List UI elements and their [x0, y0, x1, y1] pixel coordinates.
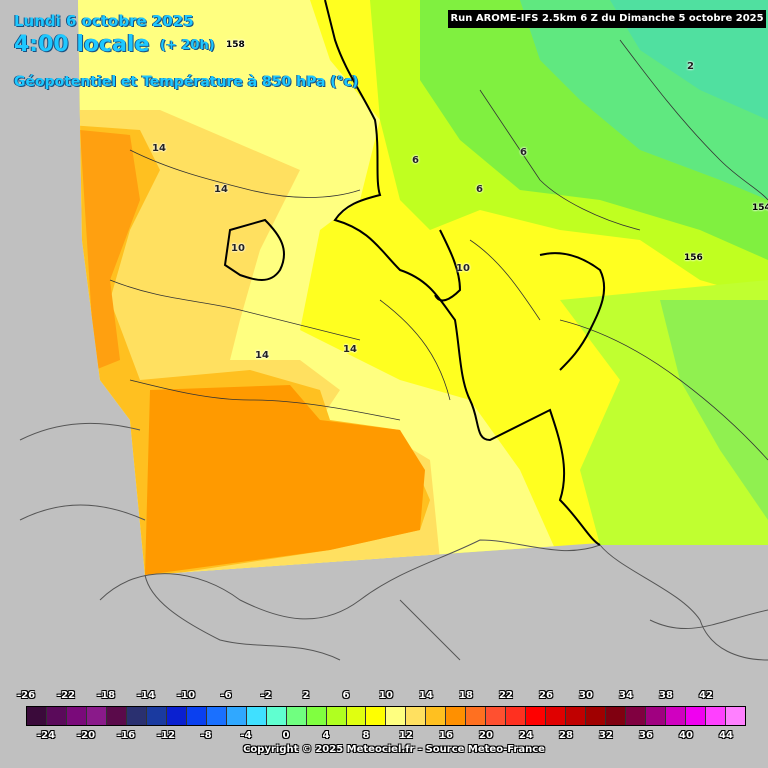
- temp-contour-label: 6: [476, 184, 483, 195]
- geopotential-contour-label: 154: [752, 203, 768, 213]
- color-scale-swatch: [705, 707, 726, 725]
- color-scale-label-bottom: -16: [116, 730, 136, 741]
- color-scale-swatch: [466, 707, 487, 725]
- color-scale-swatch: [486, 707, 507, 725]
- color-scale-label-bottom: 20: [479, 730, 493, 741]
- color-scale-swatch: [126, 707, 147, 725]
- color-scale-swatch: [226, 707, 247, 725]
- forecast-lead-time: (+ 20h): [160, 38, 215, 53]
- color-scale-swatch: [506, 707, 527, 725]
- color-scale-label-top: -14: [136, 690, 156, 701]
- temp-contour-label: 14: [255, 350, 269, 361]
- color-scale-swatch: [546, 707, 567, 725]
- temp-contour-label: 10: [231, 243, 245, 254]
- color-scale-label-top: -10: [176, 690, 196, 701]
- color-scale-label-bottom: -20: [76, 730, 96, 741]
- color-scale-swatch: [406, 707, 427, 725]
- color-scale-label-top: 2: [302, 690, 310, 701]
- color-scale-swatch: [626, 707, 647, 725]
- forecast-date: Lundi 6 octobre 2025: [14, 12, 194, 30]
- color-scale-swatch: [46, 707, 67, 725]
- color-scale-label-top: 30: [579, 690, 593, 701]
- color-scale-swatch: [206, 707, 227, 725]
- color-scale-label-bottom: -8: [200, 730, 212, 741]
- color-scale-swatch: [646, 707, 666, 725]
- color-scale-label-top: 18: [459, 690, 473, 701]
- color-scale-label-bottom: 44: [719, 730, 733, 741]
- color-scale-swatch: [725, 707, 745, 725]
- temp-contour-label: 14: [152, 143, 166, 154]
- color-scale-label-bottom: 16: [439, 730, 453, 741]
- color-scale-swatch: [146, 707, 167, 725]
- color-scale-swatch: [306, 707, 327, 725]
- color-scale-swatch: [586, 707, 607, 725]
- temp-contour-label: 10: [456, 263, 470, 274]
- color-scale-label-bottom: 36: [639, 730, 653, 741]
- geopotential-contour-label: 156: [684, 253, 703, 263]
- color-scale-swatch: [27, 707, 47, 725]
- color-scale-swatch: [566, 707, 587, 725]
- color-scale-swatch: [326, 707, 347, 725]
- color-scale-swatch: [186, 707, 207, 725]
- color-scale-label-bottom: 28: [559, 730, 573, 741]
- temp-contour-label: 6: [412, 155, 419, 166]
- run-info-banner: Run AROME-IFS 2.5km 6 Z du Dimanche 5 oc…: [448, 10, 766, 28]
- geopotential-contour-label: 158: [226, 40, 245, 50]
- color-scale-swatch: [606, 707, 627, 725]
- temperature-color-scale: [26, 706, 746, 726]
- color-scale-label-bottom: 40: [679, 730, 693, 741]
- color-scale-label-top: -6: [220, 690, 232, 701]
- color-scale-label-bottom: -12: [156, 730, 176, 741]
- color-scale-swatch: [366, 707, 387, 725]
- color-scale-swatch: [166, 707, 187, 725]
- color-scale-swatch: [86, 707, 107, 725]
- color-scale-label-bottom: 24: [519, 730, 533, 741]
- color-scale-label-top: -22: [56, 690, 76, 701]
- color-scale-label-bottom: 0: [282, 730, 290, 741]
- color-scale-swatch: [106, 707, 127, 725]
- copyright-notice: Copyright © 2025 Meteociel.fr - Source M…: [243, 744, 545, 755]
- color-scale-swatch: [66, 707, 87, 725]
- color-scale-swatch: [246, 707, 267, 725]
- color-scale-label-top: 6: [342, 690, 350, 701]
- color-scale-label-top: 34: [619, 690, 633, 701]
- temp-contour-label: 14: [214, 184, 228, 195]
- color-scale-label-bottom: 4: [322, 730, 330, 741]
- color-scale-swatch: [685, 707, 706, 725]
- color-scale-swatch: [446, 707, 467, 725]
- color-scale-label-top: 42: [699, 690, 713, 701]
- color-scale-swatch: [426, 707, 447, 725]
- forecast-time: 4:00 locale: [14, 32, 150, 57]
- color-scale-label-bottom: -24: [36, 730, 56, 741]
- color-scale-label-top: -26: [16, 690, 36, 701]
- color-scale-swatch: [266, 707, 287, 725]
- color-scale-label-top: 10: [379, 690, 393, 701]
- color-scale-label-top: 22: [499, 690, 513, 701]
- color-scale-swatch: [386, 707, 407, 725]
- color-scale-label-top: -18: [96, 690, 116, 701]
- color-scale-swatch: [666, 707, 686, 725]
- color-scale-label-bottom: -4: [240, 730, 252, 741]
- color-scale-label-top: 14: [419, 690, 433, 701]
- temp-contour-label: 2: [687, 61, 694, 72]
- color-scale-label-top: -2: [260, 690, 272, 701]
- color-scale-label-top: 38: [659, 690, 673, 701]
- color-scale-label-bottom: 8: [362, 730, 370, 741]
- color-scale-label-top: 26: [539, 690, 553, 701]
- color-scale-label-bottom: 12: [399, 730, 413, 741]
- map-subtitle: Géopotentiel et Température à 850 hPa (°…: [14, 74, 359, 90]
- color-scale-swatch: [346, 707, 367, 725]
- temp-contour-label: 14: [343, 344, 357, 355]
- color-scale-label-bottom: 32: [599, 730, 613, 741]
- color-scale-swatch: [286, 707, 307, 725]
- color-scale-swatch: [526, 707, 547, 725]
- temp-contour-label: 6: [520, 147, 527, 158]
